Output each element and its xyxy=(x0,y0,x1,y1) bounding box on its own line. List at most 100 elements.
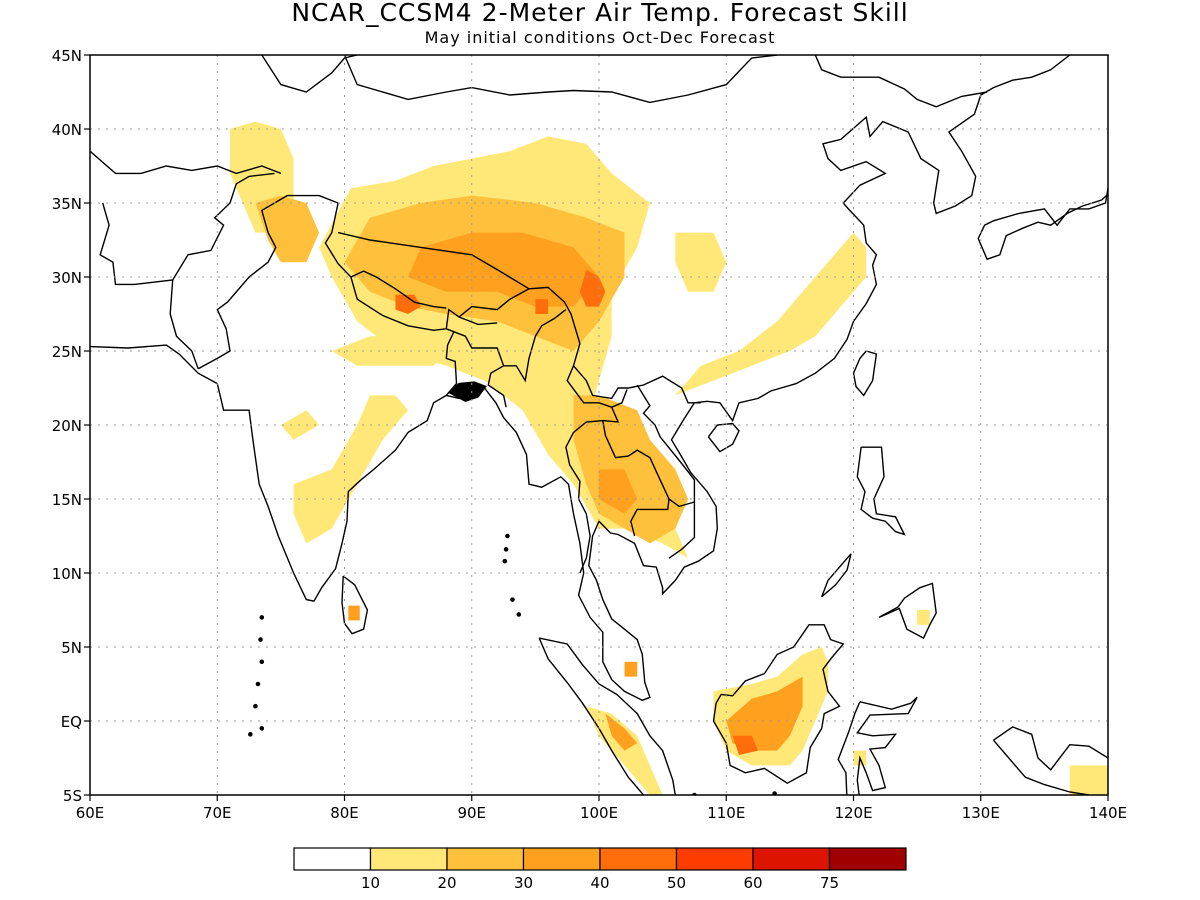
island-speck xyxy=(248,732,253,737)
skill-region-bhutan-max xyxy=(535,299,549,314)
coastline-segment xyxy=(712,624,845,785)
island-speck xyxy=(255,681,261,687)
x-tick-label: 80E xyxy=(330,804,359,822)
coastline-segment xyxy=(90,150,282,175)
coastline-segment xyxy=(99,172,275,286)
coastline-segment xyxy=(821,553,852,598)
legend-label: 10 xyxy=(361,874,380,892)
y-tick-label: 40N xyxy=(52,121,82,139)
coastline-segment xyxy=(458,316,498,326)
coastline-segment xyxy=(977,188,1108,261)
legend-label: 40 xyxy=(590,874,609,892)
y-tick-label: 15N xyxy=(52,491,82,509)
legend-label: 75 xyxy=(820,874,839,892)
skill-region-tibet-east-max xyxy=(579,269,606,307)
legend-label: 30 xyxy=(514,874,533,892)
coastline-segment xyxy=(992,739,1090,795)
island-speck xyxy=(503,547,509,552)
island-speck xyxy=(253,703,258,709)
coastline-segment xyxy=(90,55,1071,702)
x-tick-label: 110E xyxy=(707,804,745,822)
skill-region-sri-lanka xyxy=(348,605,360,621)
coastlines xyxy=(90,55,1108,795)
x-tick-label: 130E xyxy=(962,804,1000,822)
coastline-segment xyxy=(707,422,740,453)
legend-label: 50 xyxy=(667,874,686,892)
coastline-segment xyxy=(350,270,447,309)
skill-region-sumatra-core xyxy=(605,713,638,751)
coastline-segment xyxy=(814,55,988,108)
legend-swatch xyxy=(675,847,754,871)
coastline-segment xyxy=(636,384,696,559)
skill-region-malaya-dot xyxy=(624,661,638,677)
coastline-segment xyxy=(837,696,918,795)
island-speck xyxy=(516,612,522,617)
coastline-segment xyxy=(445,331,458,396)
x-tick-label: 90E xyxy=(457,804,486,822)
coastline-segment xyxy=(503,309,567,383)
skill-region-central-china xyxy=(675,232,727,292)
legend-swatch xyxy=(599,847,678,871)
island-speck xyxy=(505,533,510,539)
y-tick-label: 5S xyxy=(63,787,82,805)
skill-region-kashmir xyxy=(255,195,320,263)
x-tick-label: 70E xyxy=(203,804,232,822)
y-tick-label: 35N xyxy=(52,195,82,213)
skill-region-new-guinea xyxy=(1069,765,1108,795)
coastline-segment xyxy=(197,194,701,404)
legend-swatch xyxy=(446,847,525,871)
map-subtitle: May initial conditions Oct-Dec Forecast xyxy=(424,28,776,47)
legend-swatch xyxy=(522,847,601,871)
coastline-segment xyxy=(668,498,695,508)
skill-region-nepal-max xyxy=(395,294,421,314)
latitude-ticks: 45N 40N 35N 30N 25N 20N 15N 10N 5N EQ 5S xyxy=(52,47,90,805)
y-tick-label: 25N xyxy=(52,343,82,361)
skill-region-sumatra xyxy=(586,706,663,795)
legend-label: 60 xyxy=(743,874,762,892)
island-speck xyxy=(259,615,265,620)
coastline-segment xyxy=(993,726,1108,771)
island-speck xyxy=(258,637,263,642)
map-title: NCAR_CCSM4 2-Meter Air Temp. Forecast Sk… xyxy=(291,0,909,27)
skill-shading xyxy=(230,121,1108,795)
x-tick-label: 140E xyxy=(1089,804,1127,822)
island-speck xyxy=(502,558,508,564)
delta-coastline-blob xyxy=(447,381,487,403)
y-tick-label: 45N xyxy=(52,47,82,65)
legend-label: 20 xyxy=(437,874,456,892)
coastline-segment xyxy=(856,446,906,536)
y-tick-label: 10N xyxy=(52,565,82,583)
coastline-segment xyxy=(611,389,628,408)
y-tick-label: 30N xyxy=(52,269,82,287)
skill-region-borneo-max xyxy=(732,735,759,755)
coastline-segment xyxy=(261,55,358,93)
island-speck xyxy=(772,791,777,795)
coastline-segment xyxy=(169,279,199,370)
y-tick-label: 20N xyxy=(52,417,82,435)
longitude-ticks: 60E 70E 80E 90E 100E 110E 120E 130E 140E xyxy=(76,795,1127,822)
skill-region-borneo-core xyxy=(726,676,803,751)
y-tick-label: EQ xyxy=(61,713,82,731)
x-tick-label: 100E xyxy=(580,804,618,822)
skill-region-philippine-dot xyxy=(917,610,930,625)
island-speck xyxy=(510,597,515,602)
coastline-segment xyxy=(343,55,778,104)
skill-region-tibet-center xyxy=(408,232,599,307)
x-tick-label: 120E xyxy=(834,804,872,822)
skill-region-india-central xyxy=(293,395,409,544)
coastline-segment xyxy=(538,637,645,795)
legend-swatch xyxy=(752,847,831,871)
coastline-segment xyxy=(341,575,369,635)
coastline-segment xyxy=(565,365,620,574)
coastline-segment xyxy=(539,637,676,795)
island-speck xyxy=(259,726,265,731)
x-tick-label: 60E xyxy=(76,804,105,822)
skill-region-east-china xyxy=(675,232,867,396)
legend-swatch xyxy=(369,847,448,871)
graticule xyxy=(90,55,1108,795)
coastline-segment xyxy=(878,582,937,640)
coastline-segment xyxy=(602,420,670,537)
legend-swatch xyxy=(293,847,372,871)
skill-region-india-gangetic xyxy=(331,336,447,366)
